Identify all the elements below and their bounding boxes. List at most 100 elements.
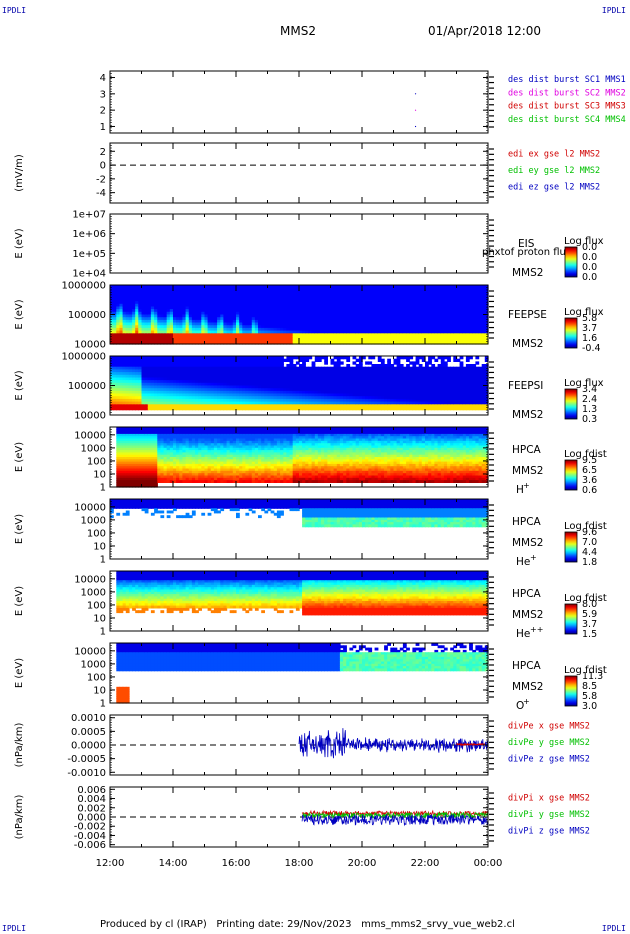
spectrogram-cell [327,330,332,334]
spectrogram-cell [204,325,209,329]
spectrogram-cell [402,380,407,384]
spectrogram-cell [469,322,473,326]
spectrogram-cell [204,341,209,345]
spectrogram-cell [128,341,133,345]
spectrogram-cell [157,380,162,384]
spectrogram-cell [393,366,398,370]
spectrogram-cell [150,401,155,405]
spectrogram-cell [286,309,291,313]
spectrogram-cell [425,317,429,321]
spectrogram-cell [330,407,335,411]
spectrogram-cell [144,298,149,302]
spectrogram-cell [141,303,146,308]
spectrogram-cell [330,372,335,376]
spectrogram-cell [270,364,275,368]
spectrogram-cell [232,327,237,332]
spectrogram-cell [141,295,146,299]
spectrogram-cell [144,287,149,291]
spectrogram-cell [239,319,243,324]
spectrogram-cell [239,295,243,299]
spectrogram-cell [128,361,133,365]
spectrogram-cell [349,319,354,324]
spectrogram-cell [343,285,347,289]
spectrogram-cell [217,327,221,332]
spectrogram-cell [198,285,202,289]
spectrogram-cell [472,317,477,321]
spectrogram-cell [346,325,351,329]
spectrogram-cell [110,338,114,342]
spectrogram-cell [418,356,423,360]
spectrogram-cell [229,293,234,297]
spectrogram-cell [229,303,234,308]
spectrogram-cell [267,369,272,373]
spectrogram-cell [210,385,215,389]
spectrogram-cell [232,298,237,302]
spectrogram-cell [144,404,149,408]
spectrogram-cell [163,404,168,408]
spectrogram-cell [481,303,486,308]
spectrogram-cell [384,333,388,337]
spectrogram-cell [239,366,243,370]
spectrogram-cell [116,404,121,408]
spectrogram-cell [440,314,445,318]
spectrogram-cell [223,377,228,381]
spectrogram-cell [295,401,300,405]
spectrogram-cell [330,285,335,289]
spectrogram-cell [456,293,461,297]
spectrogram-cell [201,390,206,395]
spectrogram-cell [475,301,480,305]
spectrogram-cell [465,309,470,313]
spectrogram-cell [182,388,187,392]
spectrogram-cell [399,398,404,403]
spectrogram-cell [292,401,297,405]
spectrogram-cell [415,382,420,387]
spectrogram-cell [412,377,417,381]
spectrogram-cell [374,369,379,373]
spectrogram-cell [362,385,366,389]
spectrogram-cell [380,364,385,368]
spectrogram-cell [179,293,184,297]
spectrogram-cell [166,393,171,397]
spectrogram-cell [321,390,325,395]
spectrogram-cell [317,341,322,345]
spectrogram-cell [358,358,363,362]
spectrogram-cell [365,309,369,313]
spectrogram-cell [387,293,391,297]
spectrogram-cell [122,336,127,340]
spectrogram-cell [210,303,215,308]
spectrogram-cell [251,295,256,299]
spectrogram-cell [113,404,117,408]
spectrogram-cell [223,401,228,405]
spectrogram-cell [349,366,354,370]
spectrogram-cell [456,314,461,318]
spectrogram-cell [358,336,363,340]
spectrogram-cell [390,317,395,321]
spectrogram-cell [179,374,184,379]
spectrogram-cell [399,317,404,321]
spectrogram-cell [349,298,354,302]
spectrogram-cell [150,390,155,395]
spectrogram-cell [402,293,407,297]
y-tick-label: 4 [100,73,106,84]
spectrogram-cell [198,293,202,297]
spectrogram-cell [409,325,414,329]
spectrogram-cell [258,285,262,289]
spectrogram-cell [283,333,288,337]
spectrogram-cell [113,338,117,342]
spectrogram-cell [447,295,451,299]
spectrogram-cell [210,382,215,387]
spectrogram-cell [330,377,335,381]
spectrogram-cell [299,341,303,345]
spectrogram-cell [453,306,458,310]
spectrogram-cell [447,336,451,340]
spectrogram-cell [365,311,369,316]
spectrogram-cell [232,295,237,299]
spectrogram-cell [402,298,407,302]
spectrogram-cell [440,290,445,294]
spectrogram-cell [245,311,250,316]
spectrogram-cell [434,336,439,340]
spectrogram-cell [324,311,328,316]
spectrogram-cell [236,319,240,324]
spectrogram-cell [135,390,139,395]
spectrogram-cell [185,385,190,389]
